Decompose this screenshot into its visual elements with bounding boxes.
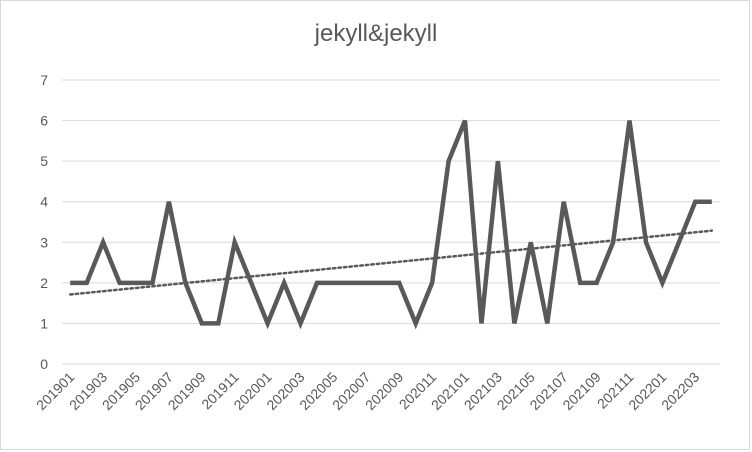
y-tick-label: 6: [40, 113, 48, 129]
trendline: [68, 229, 714, 296]
y-tick-label: 1: [40, 315, 48, 331]
y-tick-label: 0: [40, 356, 48, 372]
series-line-0: [70, 119, 712, 330]
chart-title: jekyll&jekyll: [314, 20, 438, 47]
y-tick-label: 5: [40, 153, 48, 169]
y-tick-label: 7: [40, 72, 48, 88]
x-tick-label: 202109: [559, 369, 603, 413]
y-tick-label: 3: [40, 234, 48, 250]
y-tick-label: 4: [40, 194, 48, 210]
y-tick-label: 2: [40, 275, 48, 291]
